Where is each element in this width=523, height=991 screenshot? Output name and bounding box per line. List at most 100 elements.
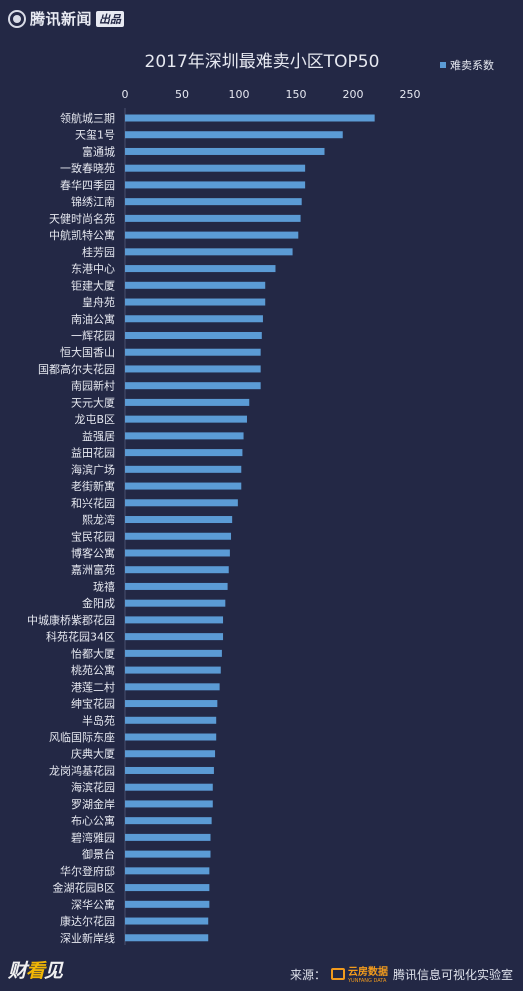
category-label: 绅宝花园: [71, 697, 115, 711]
bar: [125, 733, 217, 741]
bar: [125, 198, 302, 206]
bar: [125, 315, 263, 323]
bar: [125, 432, 244, 440]
caikanjian-brand: 财看见: [8, 956, 63, 983]
category-label: 和兴花园: [71, 497, 115, 510]
category-label: 科苑花园34区: [46, 630, 115, 644]
bar: [125, 900, 210, 908]
category-label: 恒大国香山: [60, 345, 115, 359]
logo-brand-tag: 出品: [96, 10, 125, 27]
bar: [125, 783, 213, 791]
category-label: 天元大厦: [71, 395, 115, 409]
category-label: 天健时尚名苑: [49, 211, 115, 225]
bar: [125, 398, 250, 406]
bar: [125, 382, 261, 390]
brand-char-1: 财: [8, 960, 27, 982]
logo-brand-text: 腾讯新闻: [30, 10, 93, 28]
bar: [125, 415, 247, 423]
category-label: 熙龙湾: [82, 513, 115, 527]
category-label: 庆典大厦: [71, 747, 115, 761]
bar: [125, 265, 276, 273]
category-label: 御景台: [82, 847, 115, 861]
category-label: 半岛苑: [82, 713, 115, 727]
x-tick-label: 250: [400, 88, 421, 101]
bar: [125, 683, 220, 691]
category-label: 老街新寓: [71, 479, 115, 493]
category-label: 港莲二村: [71, 680, 115, 694]
category-label: 桃苑公寓: [71, 663, 115, 677]
x-tick-label: 50: [175, 88, 189, 101]
bar: [125, 248, 293, 256]
category-label: 南油公寓: [71, 312, 115, 326]
bar: [125, 231, 299, 239]
bar: [125, 365, 261, 373]
bar: [125, 449, 243, 457]
bar: [125, 298, 266, 306]
category-label: 富通城: [82, 144, 115, 158]
bar: [125, 766, 214, 774]
bar: [125, 482, 242, 490]
bar: [125, 750, 216, 758]
bar: [125, 700, 218, 708]
category-labels: 领航城三期天玺1号富通城一致春晓苑春华四季园锦绣江南天健时尚名苑中航凯特公寓桂芳…: [27, 111, 115, 945]
category-label: 怡都大厦: [71, 646, 115, 660]
x-tick-label: 200: [343, 88, 364, 101]
category-label: 龙屯B区: [74, 413, 115, 426]
category-label: 康达尔花园: [60, 914, 115, 928]
x-tick-label: 0: [122, 88, 129, 101]
category-label: 锦绣江南: [71, 195, 115, 209]
category-label: 深华公寓: [71, 897, 115, 911]
bar: [125, 917, 209, 925]
bar: [125, 800, 213, 808]
category-label: 华尔登府邸: [60, 864, 115, 878]
category-label: 天玺1号: [75, 129, 115, 142]
chart-title: 2017年深圳最难卖小区TOP50: [145, 52, 380, 72]
bar: [125, 817, 212, 825]
bar: [125, 934, 209, 942]
x-tick-label: 100: [229, 88, 250, 101]
bar: [125, 114, 375, 122]
bar: [125, 532, 232, 540]
source-label: 来源：: [289, 967, 326, 982]
bar: [125, 549, 230, 557]
bar: [125, 633, 224, 641]
yunfang-logo-name: 云房数据: [347, 967, 388, 978]
bar: [125, 499, 238, 507]
brand-char-3: 见: [44, 960, 63, 982]
tencent-news-logo-icon: [8, 9, 26, 28]
category-label: 南园新村: [71, 379, 115, 393]
category-label: 领航城三期: [60, 111, 115, 125]
category-label: 罗湖金岸: [71, 797, 115, 811]
category-label: 皇舟苑: [82, 295, 115, 309]
yunfang-logo: 云房数据 YUNFANG DATA: [330, 964, 388, 984]
category-label: 春华四季园: [60, 178, 115, 192]
legend-swatch: [440, 62, 446, 68]
footer-source: 来源： 云房数据 YUNFANG DATA 腾讯信息可视化实验室: [289, 964, 513, 985]
source-lab: 腾讯信息可视化实验室: [392, 967, 513, 982]
category-label: 珑禧: [93, 580, 115, 593]
category-label: 博客公寓: [71, 546, 115, 560]
category-label: 布心公寓: [71, 814, 115, 828]
bar: [125, 850, 211, 858]
category-label: 中城康桥紫郡花园: [27, 613, 115, 627]
category-label: 深业新岸线: [60, 931, 115, 945]
bar: [125, 582, 228, 590]
bar: [125, 181, 306, 189]
category-label: 海滨广场: [71, 462, 115, 476]
category-label: 益田花园: [71, 446, 115, 460]
category-label: 宝民花园: [71, 529, 115, 543]
bar: [125, 649, 222, 657]
bar: [125, 164, 306, 172]
bar: [125, 331, 262, 339]
category-label: 国都高尔夫花园: [38, 362, 115, 376]
legend-label: 难卖系数: [450, 59, 494, 72]
category-label: 龙岗鸿基花园: [49, 763, 115, 777]
category-label: 嘉洲富苑: [71, 563, 115, 577]
brand-char-2: 看: [26, 960, 45, 982]
bar: [125, 666, 221, 674]
bar: [125, 566, 229, 574]
bar: [125, 833, 211, 841]
bar: [125, 516, 233, 524]
bar: [125, 884, 210, 892]
